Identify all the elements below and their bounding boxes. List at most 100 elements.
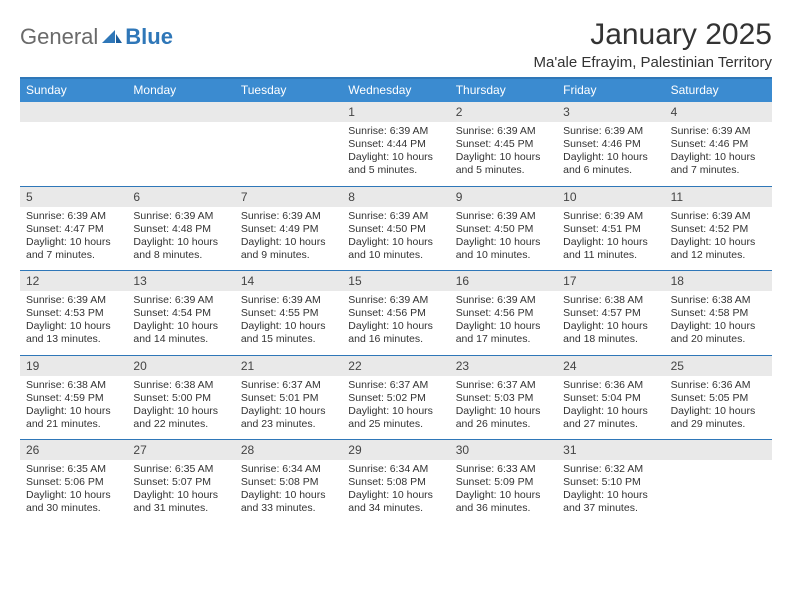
daylight-text: Daylight: 10 hours and 29 minutes.: [671, 405, 766, 431]
sunrise-text: Sunrise: 6:39 AM: [26, 210, 121, 223]
day-number: 4: [665, 102, 772, 122]
sunset-text: Sunset: 5:04 PM: [563, 392, 658, 405]
calendar-day: 5Sunrise: 6:39 AMSunset: 4:47 PMDaylight…: [20, 187, 127, 271]
daylight-text: Daylight: 10 hours and 33 minutes.: [241, 489, 336, 515]
sunset-text: Sunset: 4:49 PM: [241, 223, 336, 236]
day-number: 18: [665, 271, 772, 291]
sunset-text: Sunset: 4:50 PM: [348, 223, 443, 236]
sunset-text: Sunset: 4:51 PM: [563, 223, 658, 236]
calendar-day: 13Sunrise: 6:39 AMSunset: 4:54 PMDayligh…: [127, 271, 234, 355]
daylight-text: Daylight: 10 hours and 16 minutes.: [348, 320, 443, 346]
sunrise-text: Sunrise: 6:39 AM: [133, 294, 228, 307]
sunrise-text: Sunrise: 6:39 AM: [133, 210, 228, 223]
sunset-text: Sunset: 4:57 PM: [563, 307, 658, 320]
day-details: Sunrise: 6:33 AMSunset: 5:09 PMDaylight:…: [450, 460, 557, 524]
daylight-text: Daylight: 10 hours and 20 minutes.: [671, 320, 766, 346]
sunset-text: Sunset: 5:02 PM: [348, 392, 443, 405]
calendar-week: 19Sunrise: 6:38 AMSunset: 4:59 PMDayligh…: [20, 355, 772, 440]
daylight-text: Daylight: 10 hours and 25 minutes.: [348, 405, 443, 431]
day-details: Sunrise: 6:35 AMSunset: 5:07 PMDaylight:…: [127, 460, 234, 524]
calendar-week: 12Sunrise: 6:39 AMSunset: 4:53 PMDayligh…: [20, 270, 772, 355]
brand-part1: General: [20, 24, 98, 50]
calendar-day: 18Sunrise: 6:38 AMSunset: 4:58 PMDayligh…: [665, 271, 772, 355]
day-details: Sunrise: 6:39 AMSunset: 4:50 PMDaylight:…: [450, 207, 557, 271]
calendar-day: 15Sunrise: 6:39 AMSunset: 4:56 PMDayligh…: [342, 271, 449, 355]
sunrise-text: Sunrise: 6:39 AM: [456, 294, 551, 307]
dow-wednesday: Wednesday: [342, 79, 449, 102]
day-details: Sunrise: 6:32 AMSunset: 5:10 PMDaylight:…: [557, 460, 664, 524]
sunrise-text: Sunrise: 6:39 AM: [671, 210, 766, 223]
day-of-week-header: Sunday Monday Tuesday Wednesday Thursday…: [20, 79, 772, 102]
daylight-text: Daylight: 10 hours and 11 minutes.: [563, 236, 658, 262]
daylight-text: Daylight: 10 hours and 14 minutes.: [133, 320, 228, 346]
sunset-text: Sunset: 5:08 PM: [348, 476, 443, 489]
daylight-text: Daylight: 10 hours and 6 minutes.: [563, 151, 658, 177]
calendar-day: .: [235, 102, 342, 186]
day-number: 15: [342, 271, 449, 291]
day-number: 7: [235, 187, 342, 207]
sunrise-text: Sunrise: 6:39 AM: [671, 125, 766, 138]
dow-tuesday: Tuesday: [235, 79, 342, 102]
sunset-text: Sunset: 5:01 PM: [241, 392, 336, 405]
sunset-text: Sunset: 4:52 PM: [671, 223, 766, 236]
sunset-text: Sunset: 5:07 PM: [133, 476, 228, 489]
day-details: Sunrise: 6:39 AMSunset: 4:55 PMDaylight:…: [235, 291, 342, 355]
day-number: .: [127, 102, 234, 122]
day-details: Sunrise: 6:39 AMSunset: 4:53 PMDaylight:…: [20, 291, 127, 355]
calendar-day: 8Sunrise: 6:39 AMSunset: 4:50 PMDaylight…: [342, 187, 449, 271]
day-details: Sunrise: 6:39 AMSunset: 4:48 PMDaylight:…: [127, 207, 234, 271]
calendar-day: .: [20, 102, 127, 186]
sunset-text: Sunset: 5:05 PM: [671, 392, 766, 405]
month-title: January 2025: [533, 18, 772, 52]
day-details: Sunrise: 6:39 AMSunset: 4:44 PMDaylight:…: [342, 122, 449, 186]
day-details: Sunrise: 6:36 AMSunset: 5:05 PMDaylight:…: [665, 376, 772, 440]
day-number: 5: [20, 187, 127, 207]
calendar-day: 3Sunrise: 6:39 AMSunset: 4:46 PMDaylight…: [557, 102, 664, 186]
calendar-day: .: [127, 102, 234, 186]
daylight-text: Daylight: 10 hours and 37 minutes.: [563, 489, 658, 515]
sunrise-text: Sunrise: 6:36 AM: [671, 379, 766, 392]
day-number: 12: [20, 271, 127, 291]
day-number: 31: [557, 440, 664, 460]
daylight-text: Daylight: 10 hours and 5 minutes.: [456, 151, 551, 177]
brand-sail-icon: [102, 24, 122, 50]
day-details: Sunrise: 6:38 AMSunset: 4:57 PMDaylight:…: [557, 291, 664, 355]
calendar-week: 26Sunrise: 6:35 AMSunset: 5:06 PMDayligh…: [20, 439, 772, 524]
day-number: 3: [557, 102, 664, 122]
daylight-text: Daylight: 10 hours and 18 minutes.: [563, 320, 658, 346]
day-number: 1: [342, 102, 449, 122]
day-number: 19: [20, 356, 127, 376]
brand-logo: General Blue: [20, 18, 173, 50]
day-details: Sunrise: 6:35 AMSunset: 5:06 PMDaylight:…: [20, 460, 127, 524]
calendar-day: 28Sunrise: 6:34 AMSunset: 5:08 PMDayligh…: [235, 440, 342, 524]
calendar-day: 11Sunrise: 6:39 AMSunset: 4:52 PMDayligh…: [665, 187, 772, 271]
day-number: .: [235, 102, 342, 122]
sunrise-text: Sunrise: 6:39 AM: [456, 125, 551, 138]
daylight-text: Daylight: 10 hours and 13 minutes.: [26, 320, 121, 346]
calendar-day: 25Sunrise: 6:36 AMSunset: 5:05 PMDayligh…: [665, 356, 772, 440]
daylight-text: Daylight: 10 hours and 8 minutes.: [133, 236, 228, 262]
sunset-text: Sunset: 5:06 PM: [26, 476, 121, 489]
sunrise-text: Sunrise: 6:38 AM: [671, 294, 766, 307]
day-details: Sunrise: 6:39 AMSunset: 4:46 PMDaylight:…: [665, 122, 772, 186]
sunrise-text: Sunrise: 6:35 AM: [133, 463, 228, 476]
sunset-text: Sunset: 4:56 PM: [456, 307, 551, 320]
daylight-text: Daylight: 10 hours and 27 minutes.: [563, 405, 658, 431]
sunrise-text: Sunrise: 6:39 AM: [563, 125, 658, 138]
day-details: Sunrise: 6:34 AMSunset: 5:08 PMDaylight:…: [235, 460, 342, 524]
day-number: 9: [450, 187, 557, 207]
sunset-text: Sunset: 5:09 PM: [456, 476, 551, 489]
sunset-text: Sunset: 5:08 PM: [241, 476, 336, 489]
calendar-day: 20Sunrise: 6:38 AMSunset: 5:00 PMDayligh…: [127, 356, 234, 440]
daylight-text: Daylight: 10 hours and 9 minutes.: [241, 236, 336, 262]
sunrise-text: Sunrise: 6:38 AM: [563, 294, 658, 307]
sunset-text: Sunset: 4:48 PM: [133, 223, 228, 236]
day-number: 11: [665, 187, 772, 207]
sunset-text: Sunset: 4:53 PM: [26, 307, 121, 320]
calendar-day: 12Sunrise: 6:39 AMSunset: 4:53 PMDayligh…: [20, 271, 127, 355]
daylight-text: Daylight: 10 hours and 21 minutes.: [26, 405, 121, 431]
daylight-text: Daylight: 10 hours and 7 minutes.: [671, 151, 766, 177]
day-details: Sunrise: 6:39 AMSunset: 4:46 PMDaylight:…: [557, 122, 664, 186]
day-number: 21: [235, 356, 342, 376]
brand-part2: Blue: [125, 24, 173, 50]
